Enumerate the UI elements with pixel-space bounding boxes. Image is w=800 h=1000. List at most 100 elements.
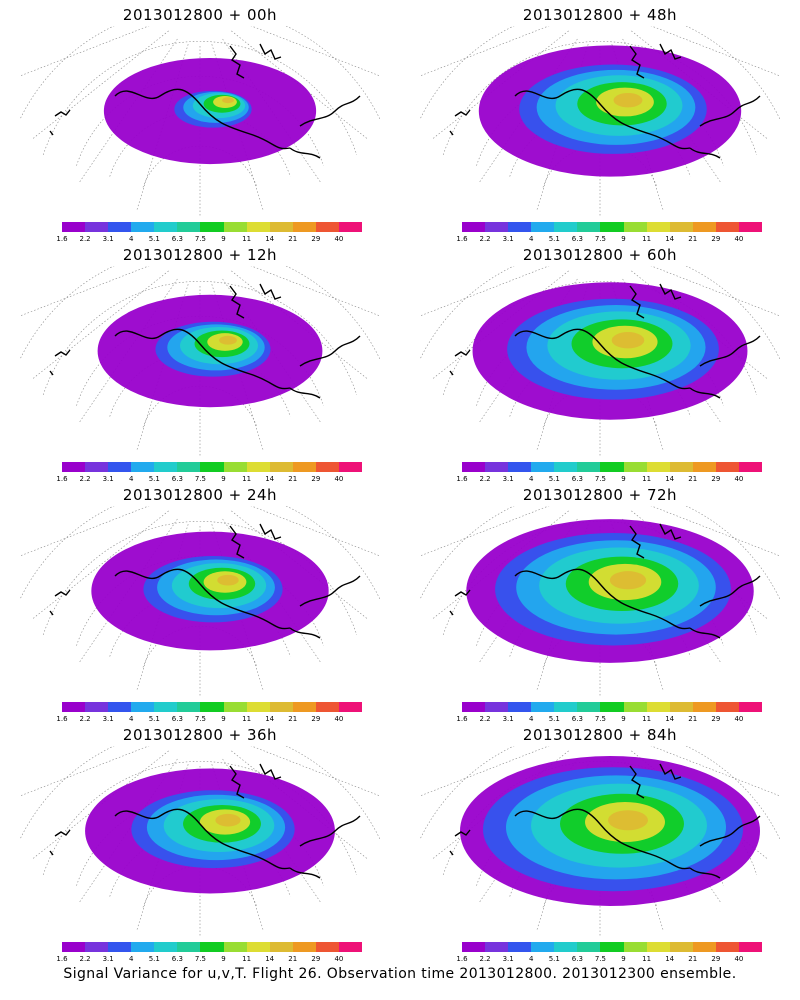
colorbar-swatch — [623, 702, 647, 712]
colorbar-tick-label: 14 — [665, 955, 675, 963]
colorbar-tick-label: 7.5 — [194, 715, 207, 723]
panel-title: 2013012800 + 84h — [522, 726, 678, 744]
colorbar-swatch — [623, 462, 647, 472]
colorbar-swatch — [554, 702, 578, 712]
colorbar-swatch — [485, 222, 509, 232]
colorbar-tick-label: 2.2 — [479, 715, 491, 723]
colorbar-swatch — [246, 222, 270, 232]
colorbar-swatch — [315, 222, 339, 232]
colorbar-swatch — [715, 462, 739, 472]
colorbar-swatch — [600, 462, 624, 472]
colorbar-tick-label: 3.1 — [102, 955, 114, 963]
colorbar-tick-label: 2.2 — [79, 955, 91, 963]
colorbar-swatch — [177, 942, 201, 952]
map-panel: 2013012800 + 36h 1.6 2.2 3.1 4 5.1 6.3 7.5 9 11 14… — [0, 720, 400, 963]
colorbar-ticks: 1.6 2.2 3.1 4 5.1 6.3 7.5 9 11 14 21 29 40 — [456, 475, 762, 485]
colorbar-tick-label: 11 — [642, 235, 652, 243]
colorbar — [462, 222, 763, 232]
coastline — [49, 523, 361, 639]
colorbar-tick-label: 29 — [711, 955, 721, 963]
map-panel: 2013012800 + 00h 1.6 2.2 3.1 4 5.1 6.3 7.5 9 11 14… — [0, 0, 400, 243]
colorbar-ticks: 1.6 2.2 3.1 4 5.1 6.3 7.5 9 11 14 21 29 40 — [56, 235, 362, 245]
colorbar-tick-label: 1.6 — [456, 235, 468, 243]
colorbar-tick-label: 11 — [642, 715, 652, 723]
colorbar-swatch — [600, 942, 624, 952]
colorbar-swatch — [646, 222, 670, 232]
polar-map — [20, 266, 380, 456]
colorbar-swatch — [177, 702, 201, 712]
colorbar-tick-label: 29 — [711, 235, 721, 243]
colorbar-tick-label: 3.1 — [102, 715, 114, 723]
colorbar-tick-label: 5.1 — [548, 715, 560, 723]
colorbar-tick-label: 29 — [711, 715, 721, 723]
variance-field — [478, 45, 742, 177]
colorbar-swatch — [315, 462, 339, 472]
colorbar-tick-label: 5.1 — [148, 955, 160, 963]
colorbar — [62, 942, 363, 952]
colorbar-swatch — [269, 942, 293, 952]
colorbar-swatch — [738, 222, 763, 232]
colorbar-swatch — [508, 462, 532, 472]
colorbar-tick-label: 7.5 — [594, 475, 607, 483]
colorbar-swatch — [223, 702, 247, 712]
colorbar-swatch — [692, 942, 716, 952]
colorbar-tick-label: 11 — [242, 235, 252, 243]
colorbar-swatch — [85, 462, 109, 472]
colorbar — [462, 462, 763, 472]
colorbar-swatch — [715, 222, 739, 232]
colorbar-tick-label: 2.2 — [479, 475, 491, 483]
colorbar-tick-label: 29 — [311, 715, 321, 723]
colorbar-swatch — [623, 222, 647, 232]
colorbar-swatch — [508, 942, 532, 952]
colorbar-tick-label: 29 — [711, 475, 721, 483]
colorbar-swatch — [646, 462, 670, 472]
colorbar-swatch — [462, 462, 486, 472]
colorbar-swatch — [62, 942, 86, 952]
colorbar-swatch — [154, 222, 178, 232]
colorbar-tick-label: 14 — [665, 475, 675, 483]
figure-caption: Signal Variance for u,v,T. Flight 26. Ob… — [63, 966, 737, 982]
colorbar-tick-label: 9 — [221, 955, 226, 963]
colorbar-tick-label: 6.3 — [571, 955, 583, 963]
colorbar-swatch — [315, 942, 339, 952]
colorbar-tick-label: 14 — [665, 235, 675, 243]
polar-map — [20, 26, 380, 216]
colorbar-tick-label: 21 — [288, 955, 298, 963]
colorbar-tick-label: 9 — [621, 715, 626, 723]
panel-title: 2013012800 + 00h — [122, 6, 278, 24]
colorbar-tick-label: 40 — [734, 955, 744, 963]
colorbar-swatch — [485, 702, 509, 712]
colorbar-swatch — [692, 702, 716, 712]
colorbar-tick-label: 1.6 — [456, 715, 468, 723]
colorbar-tick-label: 2.2 — [79, 715, 91, 723]
colorbar-tick-label: 5.1 — [548, 955, 560, 963]
colorbar-tick-label: 40 — [734, 475, 744, 483]
colorbar-tick-label: 9 — [621, 235, 626, 243]
colorbar-tick-label: 6.3 — [171, 955, 183, 963]
colorbar-swatch — [131, 942, 155, 952]
colorbar-swatch — [577, 222, 601, 232]
map-panel: 2013012800 + 60h 1.6 2.2 3.1 4 5.1 6.3 7.5 9 11 14… — [400, 240, 800, 483]
panel-title: 2013012800 + 36h — [122, 726, 278, 744]
colorbar-swatch — [531, 462, 555, 472]
colorbar-tick-label: 11 — [242, 955, 252, 963]
colorbar-tick-label: 11 — [242, 715, 252, 723]
colorbar-swatch — [108, 942, 132, 952]
colorbar-swatch — [692, 222, 716, 232]
colorbar-swatch — [269, 222, 293, 232]
variance-field — [466, 519, 754, 663]
polar-map — [420, 506, 780, 696]
colorbar-swatch — [223, 462, 247, 472]
colorbar-tick-label: 5.1 — [148, 475, 160, 483]
colorbar-swatch — [177, 462, 201, 472]
colorbar-tick-label: 21 — [288, 715, 298, 723]
colorbar-swatch — [85, 222, 109, 232]
variance-field — [472, 282, 748, 420]
panel-title: 2013012800 + 12h — [122, 246, 278, 264]
colorbar-tick-label: 4 — [528, 955, 534, 963]
colorbar-tick-label: 3.1 — [502, 235, 514, 243]
colorbar-tick-label: 11 — [642, 475, 652, 483]
colorbar-tick-label: 5.1 — [148, 715, 160, 723]
colorbar-swatch — [200, 222, 224, 232]
colorbar-swatch — [338, 462, 363, 472]
